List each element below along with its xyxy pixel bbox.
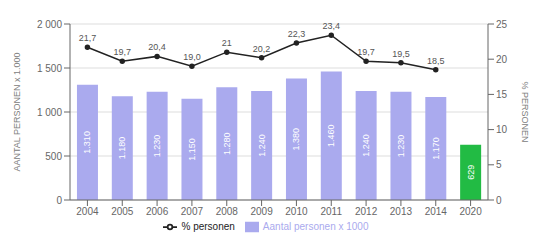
svg-text:18,5: 18,5 <box>427 56 445 66</box>
svg-text:2012: 2012 <box>355 206 378 217</box>
svg-text:21: 21 <box>222 38 232 48</box>
svg-text:0: 0 <box>56 195 62 206</box>
svg-text:2010: 2010 <box>285 206 308 217</box>
svg-text:19,7: 19,7 <box>113 47 131 57</box>
svg-text:5: 5 <box>496 159 502 170</box>
svg-text:500: 500 <box>45 151 62 162</box>
svg-text:629: 629 <box>466 165 476 180</box>
svg-text:1.170: 1.170 <box>431 137 441 160</box>
svg-text:2020: 2020 <box>459 206 482 217</box>
svg-text:1.230: 1.230 <box>152 135 162 158</box>
svg-text:AANTAL PERSONEN x 1.000: AANTAL PERSONEN x 1.000 <box>12 52 22 171</box>
svg-text:2011: 2011 <box>320 206 342 217</box>
svg-text:1 000: 1 000 <box>37 107 62 118</box>
html-text:Aantal personen x 1000: Aantal personen x 1000 <box>262 220 369 232</box>
svg-text:20,2: 20,2 <box>253 44 271 54</box>
svg-text:1.230: 1.230 <box>396 135 406 158</box>
svg-text:22,3: 22,3 <box>288 29 306 39</box>
svg-text:1.180: 1.180 <box>117 137 127 160</box>
svg-text:19,7: 19,7 <box>357 47 375 57</box>
svg-text:20: 20 <box>496 54 508 65</box>
svg-text:1 500: 1 500 <box>37 63 62 74</box>
html-text:% personen: % personen <box>181 220 235 232</box>
svg-text:1.310: 1.310 <box>82 131 92 154</box>
svg-text:2008: 2008 <box>216 206 239 217</box>
svg-text:2005: 2005 <box>111 206 134 217</box>
svg-text:2014: 2014 <box>425 206 448 217</box>
svg-text:10: 10 <box>496 124 508 135</box>
svg-text:2 000: 2 000 <box>37 19 62 30</box>
svg-text:1.240: 1.240 <box>257 134 267 157</box>
svg-text:2004: 2004 <box>76 206 99 217</box>
svg-text:2007: 2007 <box>181 206 204 217</box>
svg-text:1.280: 1.280 <box>222 132 232 155</box>
svg-text:1.380: 1.380 <box>291 128 301 151</box>
svg-text:1.240: 1.240 <box>361 134 371 157</box>
svg-text:2013: 2013 <box>390 206 413 217</box>
svg-text:20,4: 20,4 <box>148 42 166 52</box>
svg-text:15: 15 <box>496 89 508 100</box>
svg-text:25: 25 <box>496 19 508 30</box>
svg-text:19,5: 19,5 <box>392 49 410 59</box>
svg-text:21,7: 21,7 <box>79 33 97 43</box>
svg-text:% PERSONEN: % PERSONEN <box>520 81 530 142</box>
svg-text:1.460: 1.460 <box>326 124 336 147</box>
svg-text:2009: 2009 <box>250 206 273 217</box>
svg-text:1.150: 1.150 <box>187 138 197 161</box>
svg-text:0: 0 <box>496 195 502 206</box>
svg-text:23,4: 23,4 <box>322 21 340 31</box>
svg-text:2006: 2006 <box>146 206 169 217</box>
svg-text:19,0: 19,0 <box>183 52 201 62</box>
